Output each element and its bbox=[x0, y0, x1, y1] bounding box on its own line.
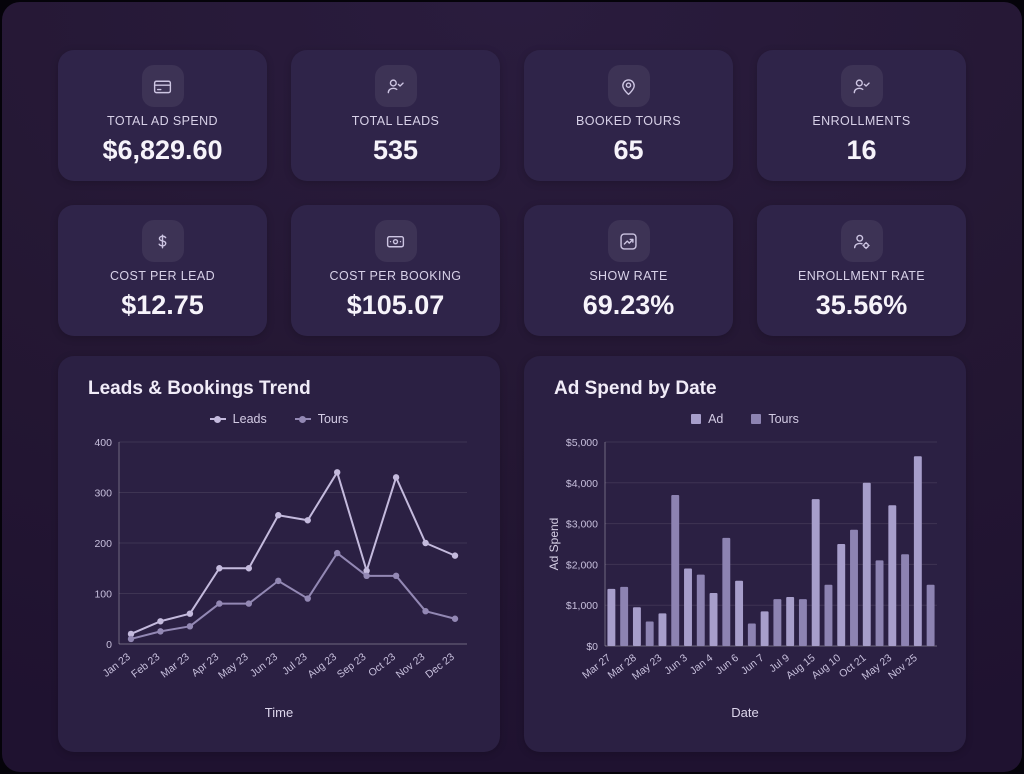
kpi-grid: TOTAL AD SPEND $6,829.60 TOTAL LEADS 535… bbox=[58, 50, 966, 336]
svg-text:Jun 3: Jun 3 bbox=[662, 652, 690, 677]
legend-item-tours[interactable]: Tours bbox=[751, 412, 799, 426]
leads-trend-xlabel: Time bbox=[264, 705, 294, 720]
kpi-card: TOTAL AD SPEND $6,829.60 bbox=[58, 50, 267, 181]
banknote-icon bbox=[374, 220, 417, 262]
svg-text:$1,000: $1,000 bbox=[566, 600, 598, 612]
kpi-value: 69.23% bbox=[582, 290, 675, 320]
kpi-card: BOOKED TOURS 65 bbox=[524, 50, 733, 181]
user-check-icon bbox=[840, 65, 883, 107]
user-check-icon bbox=[374, 65, 417, 107]
credit-card-icon bbox=[141, 65, 184, 107]
legend-marker bbox=[751, 414, 762, 424]
kpi-value: 16 bbox=[846, 135, 877, 165]
svg-text:$3,000: $3,000 bbox=[566, 519, 598, 531]
kpi-card: SHOW RATE 69.23% bbox=[524, 205, 733, 336]
svg-text:Jun 7: Jun 7 bbox=[739, 652, 767, 677]
svg-text:$0: $0 bbox=[586, 641, 598, 653]
leads-trend-legend: Leads Tours bbox=[78, 408, 480, 430]
trend-up-icon bbox=[607, 220, 650, 262]
svg-text:Jul 23: Jul 23 bbox=[280, 651, 310, 678]
svg-text:Nov 23: Nov 23 bbox=[394, 651, 428, 681]
svg-text:Apr 23: Apr 23 bbox=[189, 651, 221, 680]
svg-text:Feb 23: Feb 23 bbox=[129, 651, 162, 681]
ad-spend-xlabel: Date bbox=[731, 705, 759, 720]
svg-text:May 23: May 23 bbox=[216, 651, 251, 682]
kpi-card: ENROLLMENTS 16 bbox=[757, 50, 966, 181]
kpi-value: 35.56% bbox=[815, 290, 908, 320]
legend-item-tours[interactable]: Tours bbox=[294, 412, 349, 426]
legend-label: Leads bbox=[232, 412, 267, 426]
kpi-value: $6,829.60 bbox=[102, 135, 223, 165]
svg-text:Nov 25: Nov 25 bbox=[886, 652, 920, 682]
kpi-label: TOTAL AD SPEND bbox=[107, 114, 218, 128]
svg-text:Jan 23: Jan 23 bbox=[101, 651, 133, 680]
legend-label: Tours bbox=[317, 412, 349, 426]
kpi-label: TOTAL LEADS bbox=[351, 114, 440, 128]
legend-label: Tours bbox=[768, 412, 799, 426]
svg-text:400: 400 bbox=[94, 437, 112, 449]
charts-row: Leads & Bookings Trend Leads Tours 0 100 20… bbox=[58, 356, 966, 752]
svg-text:$4,000: $4,000 bbox=[566, 478, 598, 490]
legend-label: Ad bbox=[708, 412, 724, 426]
kpi-card: COST PER LEAD $12.75 bbox=[58, 205, 267, 336]
svg-text:0: 0 bbox=[106, 639, 112, 651]
kpi-value: $12.75 bbox=[121, 290, 204, 320]
legend-item-leads[interactable]: Leads bbox=[209, 412, 267, 426]
ad-spend-card: Ad Spend by Date Ad Tours $0 $1,000 $2,000 $… bbox=[524, 356, 966, 752]
user-gear-icon bbox=[840, 220, 883, 262]
kpi-label: ENROLLMENT RATE bbox=[797, 269, 926, 283]
kpi-label: BOOKED TOURS bbox=[575, 114, 682, 128]
svg-text:Sep 23: Sep 23 bbox=[335, 651, 369, 681]
kpi-card: ENROLLMENT RATE 35.56% bbox=[757, 205, 966, 336]
svg-text:300: 300 bbox=[94, 488, 112, 500]
dollar-icon bbox=[141, 220, 184, 262]
svg-text:Mar 23: Mar 23 bbox=[159, 651, 192, 681]
legend-marker bbox=[209, 415, 226, 423]
kpi-label: COST PER BOOKING bbox=[329, 269, 462, 283]
kpi-value: 65 bbox=[613, 135, 644, 165]
leads-trend-card: Leads & Bookings Trend Leads Tours 0 100 20… bbox=[58, 356, 500, 752]
svg-text:Aug 10: Aug 10 bbox=[809, 652, 843, 682]
kpi-value: 535 bbox=[372, 135, 419, 165]
svg-text:May 23: May 23 bbox=[860, 652, 895, 683]
svg-text:$5,000: $5,000 bbox=[566, 437, 598, 449]
kpi-label: COST PER LEAD bbox=[110, 269, 215, 283]
svg-text:$2,000: $2,000 bbox=[566, 559, 598, 571]
svg-text:Ad Spend: Ad Spend bbox=[547, 518, 561, 571]
svg-text:Oct 23: Oct 23 bbox=[366, 651, 398, 680]
svg-text:Aug 23: Aug 23 bbox=[305, 651, 339, 681]
svg-text:100: 100 bbox=[94, 589, 112, 601]
ad-spend-legend: Ad Tours bbox=[544, 408, 946, 430]
kpi-label: SHOW RATE bbox=[589, 269, 668, 283]
svg-text:Jan 4: Jan 4 bbox=[688, 652, 716, 677]
svg-text:200: 200 bbox=[94, 538, 112, 550]
svg-text:Jun 6: Jun 6 bbox=[713, 652, 741, 677]
kpi-card: COST PER BOOKING $105.07 bbox=[291, 205, 500, 336]
legend-marker bbox=[294, 415, 311, 423]
kpi-value: $105.07 bbox=[346, 290, 445, 320]
svg-text:May 23: May 23 bbox=[630, 652, 665, 683]
kpi-card: TOTAL LEADS 535 bbox=[291, 50, 500, 181]
kpi-label: ENROLLMENTS bbox=[812, 114, 911, 128]
legend-item-ad[interactable]: Ad bbox=[691, 412, 723, 426]
legend-marker bbox=[691, 414, 702, 424]
svg-text:Jun 23: Jun 23 bbox=[248, 651, 280, 680]
location-pin-icon bbox=[607, 65, 650, 107]
svg-text:Dec 23: Dec 23 bbox=[423, 651, 457, 681]
leads-trend-title: Leads & Bookings Trend bbox=[88, 378, 311, 399]
ad-spend-title: Ad Spend by Date bbox=[554, 378, 717, 399]
